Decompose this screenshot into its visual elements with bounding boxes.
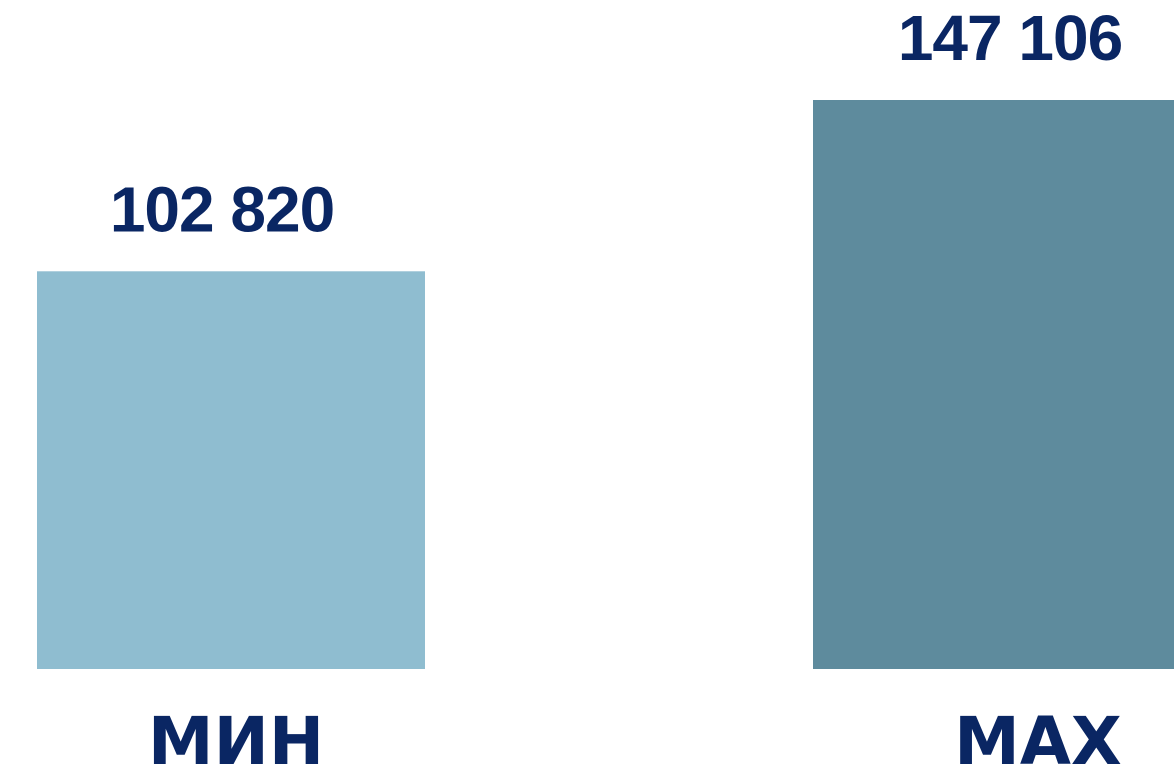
data-label-min: 102 820 [110,173,334,245]
data-label-max: 147 106 [898,2,1122,74]
category-label-max: МАХ [954,703,1122,766]
bar-max [813,100,1174,669]
bar-min [37,271,425,669]
category-label-min: МИН [148,703,324,766]
